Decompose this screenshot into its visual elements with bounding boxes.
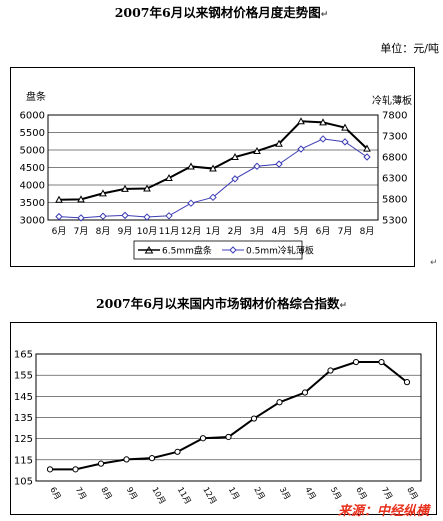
index-series-point [378, 358, 385, 366]
chart1-left-tick-label: 5500 [20, 128, 45, 139]
chart1-x-tick-label: 7月 [338, 226, 353, 237]
index-series-point [276, 399, 283, 406]
chart1-right-tick-label: 5300 [382, 216, 407, 227]
series-wire-rod-point [99, 189, 107, 197]
series-cold-rolled-point [77, 214, 85, 222]
chart1-left-tick-label: 6000 [20, 111, 45, 122]
series-cold-rolled-point [297, 145, 305, 153]
series-wire-rod-point [121, 184, 129, 192]
chart1-right-tick-label: 6300 [382, 174, 407, 185]
series-cold-rolled-point [143, 213, 151, 221]
chart1-x-tick-label: 9月 [118, 226, 133, 237]
series-cold-rolled-point [55, 212, 63, 221]
index-series-point [148, 455, 156, 462]
chart2-y-tick-label: 155 [14, 371, 33, 382]
series-cold-rolled-point [209, 193, 217, 202]
chart1-x-tick-label: 11月 [159, 226, 179, 237]
index-series-point [46, 466, 54, 473]
series-cold-rolled-point [165, 212, 173, 220]
index-series-point [301, 389, 309, 396]
chart1-right-tick-label: 6800 [382, 153, 407, 164]
chart1-left-tick-label: 4500 [20, 163, 45, 174]
chart1-title: 2007年6月以来钢材价格月度走势图↵ [114, 5, 329, 20]
chart1-x-tick-label: 3月 [250, 226, 265, 237]
legend-triangle-marker [144, 246, 154, 254]
chart1-x-tick-label: 4月 [272, 226, 287, 237]
paragraph-mark: ↵ [430, 258, 438, 268]
index-series-point [72, 466, 79, 473]
series-wire-rod-point [341, 123, 349, 131]
series-wire-rod-point [253, 147, 261, 155]
chart2-title: 2007年6月以来国内市场钢材价格综合指数↵ [95, 296, 348, 311]
chart1-right-tick-label: 7800 [382, 111, 407, 122]
chart1-x-tick-label: 8月 [96, 226, 111, 237]
series-wire-rod-point [275, 139, 283, 147]
chart1-x-tick-label: 1月 [206, 226, 221, 237]
series-cold-rolled-point [341, 138, 349, 146]
series-wire-rod-point [55, 195, 63, 203]
chart2-y-tick-label: 145 [14, 392, 33, 403]
series-cold-rolled-point [253, 162, 261, 170]
source-label: 来源：中经纵横 [337, 504, 429, 519]
chart1-x-tick-label: 8月 [360, 226, 375, 237]
legend-label-series1: 6.5mm盘条 [162, 245, 212, 257]
series-cold-rolled-point [319, 135, 327, 143]
series-cold-rolled-point [99, 212, 107, 220]
chart1-legend: 6.5mm盘条 0.5mm冷轧薄板 [133, 240, 314, 260]
chart1-x-tick-label: 12月 [181, 226, 201, 237]
index-series-point [225, 433, 232, 441]
chart1-right-tick-label: 7300 [382, 132, 407, 143]
index-series-point [327, 367, 334, 374]
series-cold-rolled-point [363, 153, 371, 161]
index-series-point [250, 415, 258, 422]
chart2-y-tick-label: 125 [14, 434, 33, 445]
chart1-right-axis-label: 冷轧薄板 [372, 94, 412, 107]
series-wire-rod-point [297, 117, 305, 125]
chart2-y-tick-label: 105 [14, 477, 33, 488]
chart2-y-tick-label: 115 [14, 455, 33, 466]
chart1-x-tick-label: 7月 [74, 226, 89, 237]
series-wire-rod-point [143, 184, 151, 192]
series-wire-rod-point [187, 162, 195, 170]
chart1-left-tick-label: 5000 [20, 146, 45, 157]
chart1-left-tick-label: 3500 [20, 198, 45, 209]
series-cold-rolled-point [231, 175, 239, 183]
index-series-point [97, 460, 105, 467]
chart1-left-tick-label: 3000 [20, 216, 45, 227]
chart1-x-tick-label: 10月 [137, 226, 157, 237]
legend-label-series2: 0.5mm冷轧薄板 [246, 245, 314, 257]
legend-diamond-marker [229, 246, 237, 254]
series-wire-rod-point [77, 195, 85, 203]
chart1-unit: 单位：元/吨 [380, 42, 439, 55]
chart1-x-tick-label: 2月 [228, 226, 243, 237]
chart1-left-axis-label: 盘条 [26, 90, 46, 103]
index-series-point [199, 435, 207, 442]
series-wire-rod-point [165, 173, 173, 181]
chart1-legend-box [133, 240, 303, 260]
series-wire-rod-point [363, 144, 371, 152]
series-cold-rolled-point [121, 211, 129, 220]
chart1-svg: 3000 3500 4000 4500 5000 5500 6000 5300 5800 630… [10, 67, 415, 267]
index-series-point [352, 358, 360, 366]
chart1-x-tick-label: 5月 [294, 226, 309, 237]
series-wire-rod-point [319, 118, 327, 126]
series-wire-rod-point [209, 164, 217, 172]
chart1-x-tick-label: 6月 [316, 226, 331, 237]
chart1-right-tick-label: 5800 [382, 195, 407, 206]
chart1-left-tick-label: 4000 [20, 181, 45, 192]
series-wire-rod-point [231, 152, 239, 160]
chart1-x-tick-label: 6月 [52, 226, 67, 237]
chart2-y-tick-label: 165 [14, 350, 33, 361]
chart2-y-tick-label: 135 [14, 413, 33, 424]
index-series-point [123, 456, 130, 463]
series-cold-rolled-point [187, 199, 195, 207]
series-cold-rolled-point [275, 160, 283, 168]
index-series-point [174, 448, 181, 455]
index-series-point [403, 379, 411, 386]
